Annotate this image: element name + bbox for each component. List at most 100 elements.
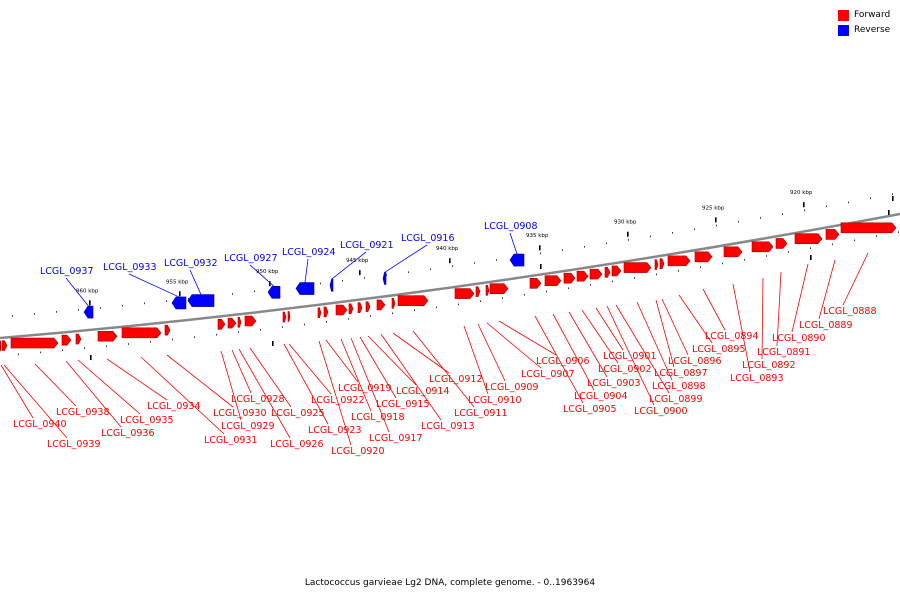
gene-label-lcgl-0911[interactable]: LCGL_0911 bbox=[454, 408, 508, 419]
gene-label-lcgl-0896[interactable]: LCGL_0896 bbox=[668, 356, 722, 367]
gene-label-lcgl-0921[interactable]: LCGL_0921 bbox=[340, 240, 394, 251]
gene-label-lcgl-0903[interactable]: LCGL_0903 bbox=[587, 378, 641, 389]
gene-label-lcgl-0936[interactable]: LCGL_0936 bbox=[101, 428, 155, 439]
gene-label-lcgl-0920[interactable]: LCGL_0920 bbox=[331, 446, 385, 457]
gene-arrow-lcgl-0932[interactable] bbox=[187, 294, 215, 307]
gene-label-lcgl-0893[interactable]: LCGL_0893 bbox=[730, 373, 784, 384]
forward-gene-arrow[interactable] bbox=[287, 311, 291, 322]
forward-gene-arrow[interactable] bbox=[659, 258, 665, 269]
forward-gene-arrow[interactable] bbox=[61, 334, 72, 346]
gene-label-lcgl-0906[interactable]: LCGL_0906 bbox=[536, 356, 590, 367]
forward-gene-arrow[interactable] bbox=[775, 238, 788, 249]
forward-gene-arrow[interactable] bbox=[323, 306, 329, 318]
gene-label-lcgl-0912[interactable]: LCGL_0912 bbox=[429, 374, 483, 385]
forward-gene-arrow[interactable] bbox=[623, 262, 652, 273]
forward-gene-arrow[interactable] bbox=[544, 275, 562, 287]
gene-label-lcgl-0915[interactable]: LCGL_0915 bbox=[376, 399, 430, 410]
gene-label-lcgl-0930[interactable]: LCGL_0930 bbox=[213, 408, 267, 419]
forward-gene-arrow[interactable] bbox=[376, 299, 386, 311]
forward-gene-arrow[interactable] bbox=[589, 268, 603, 280]
gene-label-lcgl-0909[interactable]: LCGL_0909 bbox=[485, 382, 539, 393]
forward-gene-arrow[interactable] bbox=[751, 241, 774, 253]
gene-label-lcgl-0932[interactable]: LCGL_0932 bbox=[164, 258, 218, 269]
gene-label-lcgl-0910[interactable]: LCGL_0910 bbox=[468, 395, 522, 406]
gene-arrow-lcgl-0933[interactable] bbox=[171, 296, 187, 310]
forward-gene-arrow[interactable] bbox=[335, 304, 348, 316]
gene-arrow-lcgl-0916[interactable] bbox=[382, 272, 387, 285]
forward-gene-arrow[interactable] bbox=[529, 278, 542, 289]
forward-gene-arrow[interactable] bbox=[840, 222, 897, 234]
forward-gene-arrow[interactable] bbox=[244, 315, 257, 327]
gene-label-lcgl-0924[interactable]: LCGL_0924 bbox=[282, 247, 336, 258]
forward-gene-arrow[interactable] bbox=[1, 340, 8, 351]
gene-label-lcgl-0904[interactable]: LCGL_0904 bbox=[574, 391, 628, 402]
forward-gene-arrow[interactable] bbox=[217, 319, 226, 330]
forward-gene-arrow[interactable] bbox=[825, 229, 840, 240]
forward-gene-arrow[interactable] bbox=[282, 311, 287, 323]
forward-gene-arrow[interactable] bbox=[365, 301, 371, 312]
forward-gene-arrow[interactable] bbox=[397, 295, 429, 306]
gene-arrow-lcgl-0927[interactable] bbox=[267, 285, 281, 299]
gene-label-lcgl-0892[interactable]: LCGL_0892 bbox=[742, 360, 796, 371]
gene-label-lcgl-0919[interactable]: LCGL_0919 bbox=[338, 383, 392, 394]
gene-label-lcgl-0923[interactable]: LCGL_0923 bbox=[308, 425, 362, 436]
gene-arrow-lcgl-0937[interactable] bbox=[83, 305, 94, 319]
forward-gene-arrow[interactable] bbox=[227, 317, 237, 329]
gene-label-lcgl-0931[interactable]: LCGL_0931 bbox=[204, 435, 258, 446]
gene-label-lcgl-0937[interactable]: LCGL_0937 bbox=[40, 266, 94, 277]
gene-label-lcgl-0926[interactable]: LCGL_0926 bbox=[270, 439, 324, 450]
forward-gene-arrow[interactable] bbox=[357, 302, 363, 313]
gene-arrow-lcgl-0924[interactable] bbox=[295, 282, 315, 295]
forward-gene-arrow[interactable] bbox=[391, 297, 396, 309]
gene-arrow-lcgl-0908[interactable] bbox=[509, 253, 525, 267]
gene-label-lcgl-0922[interactable]: LCGL_0922 bbox=[311, 395, 365, 406]
gene-label-lcgl-0891[interactable]: LCGL_0891 bbox=[757, 347, 811, 358]
gene-label-lcgl-0940[interactable]: LCGL_0940 bbox=[13, 419, 67, 430]
forward-gene-arrow[interactable] bbox=[454, 288, 475, 299]
gene-label-lcgl-0939[interactable]: LCGL_0939 bbox=[47, 439, 101, 450]
gene-label-lcgl-0928[interactable]: LCGL_0928 bbox=[231, 394, 285, 405]
gene-label-lcgl-0929[interactable]: LCGL_0929 bbox=[221, 421, 275, 432]
gene-label-lcgl-0902[interactable]: LCGL_0902 bbox=[598, 364, 652, 375]
forward-gene-arrow[interactable] bbox=[97, 330, 118, 342]
forward-gene-arrow[interactable] bbox=[348, 303, 354, 315]
forward-gene-arrow[interactable] bbox=[10, 337, 59, 349]
gene-label-lcgl-0935[interactable]: LCGL_0935 bbox=[120, 415, 174, 426]
gene-label-lcgl-0918[interactable]: LCGL_0918 bbox=[351, 412, 405, 423]
gene-label-lcgl-0888[interactable]: LCGL_0888 bbox=[823, 306, 877, 317]
gene-label-lcgl-0894[interactable]: LCGL_0894 bbox=[705, 331, 759, 342]
forward-gene-arrow[interactable] bbox=[237, 316, 242, 328]
forward-gene-arrow[interactable] bbox=[317, 307, 322, 319]
forward-gene-arrow[interactable] bbox=[475, 286, 481, 297]
forward-gene-arrow[interactable] bbox=[75, 333, 82, 345]
gene-label-lcgl-0917[interactable]: LCGL_0917 bbox=[369, 433, 423, 444]
forward-gene-arrow[interactable] bbox=[121, 327, 162, 339]
forward-gene-arrow[interactable] bbox=[0, 340, 2, 352]
gene-label-lcgl-0898[interactable]: LCGL_0898 bbox=[652, 381, 706, 392]
gene-label-lcgl-0897[interactable]: LCGL_0897 bbox=[654, 368, 708, 379]
gene-label-lcgl-0934[interactable]: LCGL_0934 bbox=[147, 401, 201, 412]
forward-gene-arrow[interactable] bbox=[723, 246, 743, 258]
forward-gene-arrow[interactable] bbox=[611, 265, 622, 277]
gene-label-lcgl-0907[interactable]: LCGL_0907 bbox=[521, 369, 575, 380]
gene-label-lcgl-0900[interactable]: LCGL_0900 bbox=[634, 406, 688, 417]
gene-label-lcgl-0899[interactable]: LCGL_0899 bbox=[649, 394, 703, 405]
gene-label-lcgl-0938[interactable]: LCGL_0938 bbox=[56, 407, 110, 418]
forward-gene-arrow[interactable] bbox=[604, 267, 611, 278]
gene-label-lcgl-0927[interactable]: LCGL_0927 bbox=[224, 253, 278, 264]
gene-label-lcgl-0908[interactable]: LCGL_0908 bbox=[484, 221, 538, 232]
gene-label-lcgl-0901[interactable]: LCGL_0901 bbox=[603, 351, 657, 362]
forward-gene-arrow[interactable] bbox=[485, 285, 490, 296]
gene-label-lcgl-0933[interactable]: LCGL_0933 bbox=[103, 262, 157, 273]
gene-label-lcgl-0890[interactable]: LCGL_0890 bbox=[772, 333, 826, 344]
forward-gene-arrow[interactable] bbox=[576, 270, 589, 282]
gene-label-lcgl-0913[interactable]: LCGL_0913 bbox=[421, 421, 475, 432]
forward-gene-arrow[interactable] bbox=[794, 233, 823, 245]
gene-label-lcgl-0895[interactable]: LCGL_0895 bbox=[692, 344, 746, 355]
forward-gene-arrow[interactable] bbox=[489, 283, 509, 294]
forward-gene-arrow[interactable] bbox=[694, 251, 713, 263]
gene-label-lcgl-0905[interactable]: LCGL_0905 bbox=[563, 404, 617, 415]
forward-gene-arrow[interactable] bbox=[563, 272, 576, 284]
forward-gene-arrow[interactable] bbox=[164, 324, 171, 336]
gene-arrow-lcgl-0921[interactable] bbox=[329, 278, 334, 292]
